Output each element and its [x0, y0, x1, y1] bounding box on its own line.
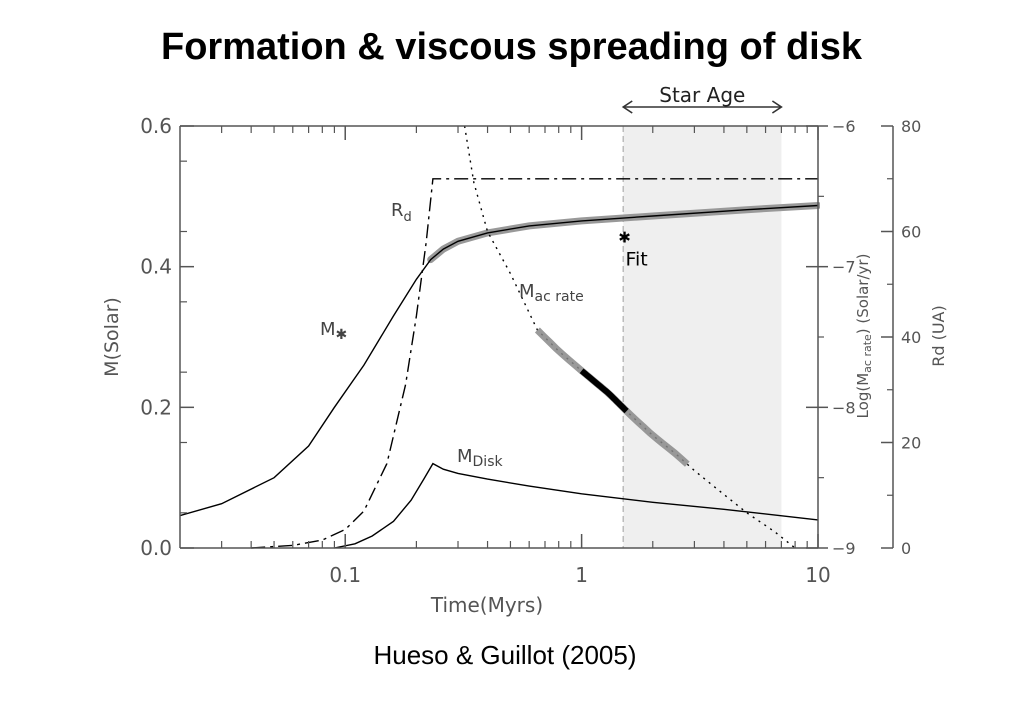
x-tick-label: 0.1	[329, 563, 361, 587]
mstar-label-sub: ✱	[336, 327, 348, 343]
rd-label: Rd	[391, 200, 412, 225]
x-tick-label: 1	[575, 563, 588, 587]
star-age-arrow-right-head	[771, 100, 783, 114]
radius-tick-label: 80	[901, 117, 921, 136]
accretion-axis-label-main: Log(M	[854, 373, 872, 419]
x-axis-label: Time(Myrs)	[430, 593, 543, 617]
accretion-axis-label-end: ) (Solar/yr)	[854, 254, 872, 335]
accretion-tick-label: −8	[832, 398, 856, 417]
accretion-axis-label: Log(Mac rate) (Solar/yr)	[854, 254, 874, 419]
macc-label-sub: ac rate	[535, 289, 584, 305]
radius-tick-label: 60	[901, 223, 921, 242]
mstar-label: M✱	[320, 319, 347, 343]
macc-label: Mac rate	[519, 281, 584, 305]
radius-tick-label: 20	[901, 434, 921, 453]
rd-label-main: R	[391, 200, 404, 221]
radius-tick-label: 40	[901, 328, 921, 347]
series-mdisk-line	[334, 462, 819, 549]
accretion-thick-band	[579, 368, 629, 414]
series-rd-line	[251, 178, 818, 549]
accretion-tick-label: −6	[832, 117, 856, 136]
left-tick-label: 0.6	[140, 114, 172, 138]
fit-marker: ✱	[618, 228, 631, 246]
x-tick-label: 10	[805, 563, 830, 587]
left-tick-label: 0.0	[140, 536, 172, 560]
mdisk-label: MDisk	[457, 446, 503, 470]
radius-tick-label: 0	[901, 539, 911, 558]
macc-label-main: M	[519, 281, 535, 302]
star-age-shading	[623, 126, 782, 548]
star-age-arrow-left-head	[621, 100, 633, 114]
rd-label-sub: d	[404, 210, 412, 225]
radius-axis-label: Rd (UA)	[929, 305, 948, 367]
left-axis-label: M(Solar)	[101, 297, 123, 377]
slide-title: Formation & viscous spreading of disk	[160, 26, 862, 68]
accretion-tick-label: −9	[832, 539, 856, 558]
mdisk-label-main: M	[457, 446, 473, 467]
citation: Hueso & Guillot (2005)	[373, 640, 637, 670]
mdisk-label-sub: Disk	[473, 454, 504, 470]
left-tick-label: 0.4	[140, 255, 172, 279]
accretion-axis-label-sub: ac rate	[861, 334, 874, 373]
left-tick-label: 0.2	[140, 395, 172, 419]
series-mstar-line	[180, 204, 819, 517]
accretion-tick-label: −7	[832, 258, 856, 277]
mstar-label-main: M	[320, 319, 336, 340]
star-age-label: Star Age	[659, 83, 745, 107]
fit-label: Fit	[625, 248, 647, 270]
